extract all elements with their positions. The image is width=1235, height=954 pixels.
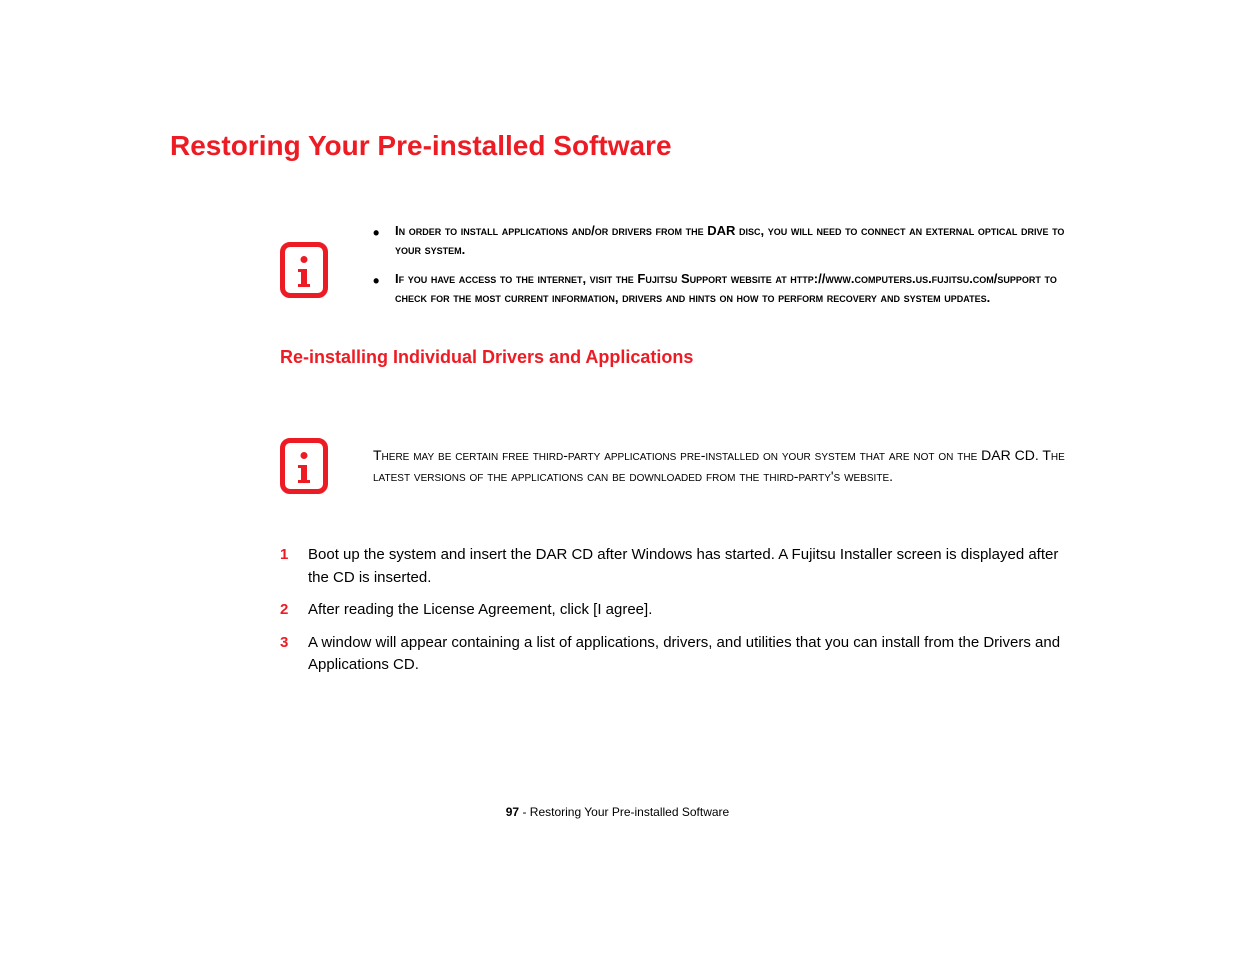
page-number: 97: [506, 805, 519, 819]
step-number: 2: [280, 599, 288, 622]
info-callout-2: There may be certain free third-party ap…: [280, 438, 1065, 494]
info-paragraph: There may be certain free third-party ap…: [373, 445, 1065, 487]
numbered-steps: 1 Boot up the system and insert the DAR …: [280, 544, 1065, 677]
step-number: 1: [280, 544, 288, 567]
step-text: After reading the License Agreement, cli…: [308, 601, 652, 618]
info-bullet-item: If you have access to the internet, visi…: [373, 270, 1065, 308]
info-bullet-item: In order to install applications and/or …: [373, 222, 1065, 260]
info-icon: [280, 438, 328, 494]
footer-title: Restoring Your Pre-installed Software: [530, 805, 729, 819]
step-item: 1 Boot up the system and insert the DAR …: [280, 544, 1065, 589]
info-icon: [280, 242, 328, 298]
step-text: Boot up the system and insert the DAR CD…: [308, 546, 1058, 586]
main-title: Restoring Your Pre-installed Software: [170, 130, 1065, 162]
info-callout-1: In order to install applications and/or …: [280, 222, 1065, 317]
step-number: 3: [280, 632, 288, 655]
step-item: 2 After reading the License Agreement, c…: [280, 599, 1065, 622]
step-text: A window will appear containing a list o…: [308, 634, 1060, 674]
sub-title: Re-installing Individual Drivers and App…: [280, 347, 1065, 368]
info-bullet-list: In order to install applications and/or …: [373, 222, 1065, 317]
page-footer: 97 - Restoring Your Pre-installed Softwa…: [0, 805, 1235, 819]
footer-separator: -: [519, 805, 530, 819]
step-item: 3 A window will appear containing a list…: [280, 632, 1065, 677]
document-page: Restoring Your Pre-installed Software In…: [0, 0, 1235, 677]
